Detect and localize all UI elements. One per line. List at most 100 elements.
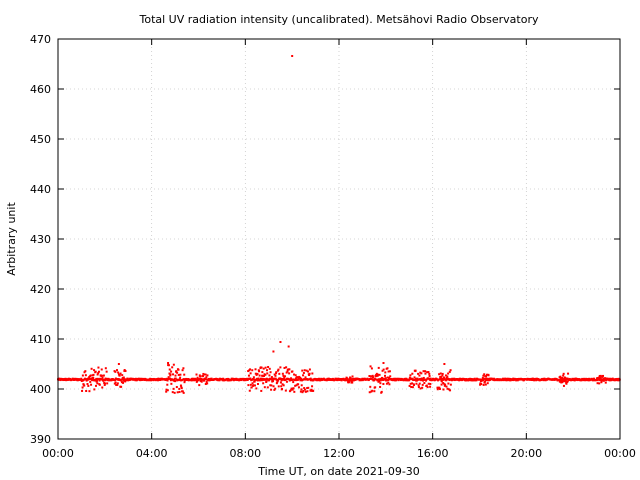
data-point [164, 378, 167, 381]
data-point [597, 376, 600, 379]
data-point [177, 368, 180, 371]
data-point [602, 374, 605, 377]
data-point [294, 377, 297, 380]
data-point [439, 372, 442, 375]
data-point [533, 379, 536, 382]
data-point [443, 363, 446, 365]
data-point [168, 372, 171, 375]
data-point [149, 377, 152, 380]
data-point [180, 387, 183, 390]
data-point [305, 369, 308, 372]
data-point [372, 376, 374, 379]
data-point [167, 362, 170, 364]
data-point [278, 372, 281, 375]
data-point [428, 372, 431, 375]
data-point [257, 377, 260, 380]
data-series [57, 55, 621, 394]
data-point [484, 379, 487, 382]
data-point [486, 382, 489, 385]
data-point [447, 372, 450, 375]
data-point [253, 380, 256, 383]
data-point [173, 391, 176, 394]
data-point [306, 387, 309, 390]
data-point [292, 387, 295, 390]
data-point [604, 377, 607, 380]
data-point [272, 385, 275, 388]
data-point [385, 382, 388, 385]
y-tick-label: 470 [30, 33, 51, 46]
data-point [273, 388, 276, 391]
data-point [165, 390, 168, 393]
data-point [114, 379, 117, 382]
data-point [280, 379, 283, 382]
data-point [420, 377, 423, 380]
data-point [270, 388, 273, 391]
data-point [285, 380, 288, 383]
data-point [578, 378, 581, 381]
data-point [124, 380, 127, 383]
data-point [257, 369, 260, 372]
data-point [264, 366, 267, 369]
data-point [308, 368, 311, 371]
data-point [116, 382, 119, 385]
data-point [272, 378, 275, 381]
data-point [202, 372, 205, 375]
data-point [408, 379, 411, 382]
data-point [282, 374, 285, 377]
data-point [282, 384, 285, 387]
data-point [309, 377, 312, 380]
data-point [93, 369, 96, 372]
data-point [444, 383, 447, 386]
data-point [104, 367, 107, 370]
data-point [210, 377, 213, 380]
data-point [172, 373, 175, 376]
data-point [438, 386, 441, 389]
data-point [559, 375, 562, 378]
data-point [85, 390, 88, 392]
data-point [311, 372, 314, 375]
data-point [94, 370, 97, 373]
data-point [260, 389, 263, 392]
data-point [368, 391, 371, 394]
data-point [418, 382, 421, 385]
data-point [69, 377, 72, 380]
data-point [81, 374, 84, 377]
data-point [143, 379, 146, 382]
data-point [261, 377, 264, 380]
data-point [481, 376, 484, 379]
data-point [181, 369, 184, 372]
data-point [247, 384, 250, 387]
data-point [88, 390, 91, 393]
data-point [441, 372, 444, 375]
data-point [254, 372, 257, 375]
data-point [169, 373, 172, 376]
data-point [484, 383, 487, 386]
data-point [439, 377, 442, 380]
data-point [377, 366, 380, 369]
data-point [174, 374, 177, 377]
data-point [222, 377, 225, 380]
data-point [389, 375, 392, 378]
y-axis-label: Arbitrary unit [5, 202, 18, 276]
data-point [561, 380, 564, 383]
data-point [269, 371, 272, 374]
data-point [504, 377, 507, 380]
data-point [176, 391, 179, 394]
data-point [206, 374, 209, 377]
data-point [263, 374, 265, 377]
data-point [84, 374, 87, 377]
data-point [299, 390, 302, 393]
data-point [449, 383, 452, 386]
data-point [101, 386, 104, 389]
data-point [92, 373, 95, 376]
data-point [560, 380, 563, 383]
data-point [250, 386, 253, 389]
data-point [370, 375, 373, 378]
data-point [480, 383, 483, 386]
data-point [100, 368, 103, 371]
data-point [599, 374, 602, 377]
data-point [247, 374, 250, 377]
data-point [419, 371, 422, 374]
data-point [277, 368, 280, 371]
data-point [479, 383, 482, 386]
